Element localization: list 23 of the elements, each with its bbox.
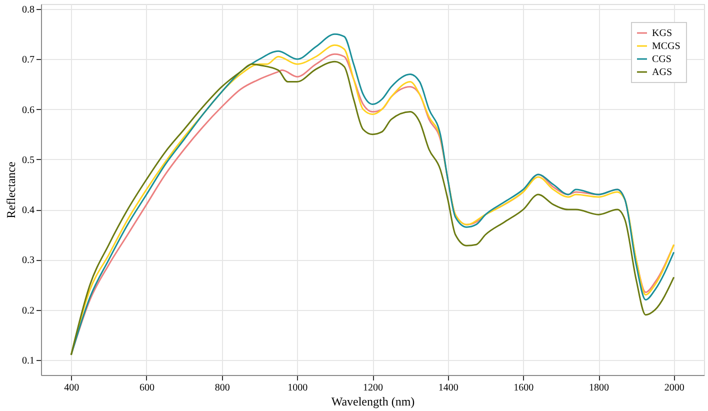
y-axis-title: Reflectance — [4, 162, 18, 218]
x-tick-label: 800 — [214, 382, 230, 394]
legend-label: KGS — [652, 28, 672, 39]
x-tick-label: 1400 — [438, 382, 458, 394]
x-tick-label: 1000 — [288, 382, 308, 394]
y-tick-label: 0.8 — [22, 4, 34, 16]
y-tick-label: 0.6 — [22, 104, 34, 116]
y-tick-label: 0.1 — [22, 355, 34, 366]
x-tick-label: 1800 — [589, 382, 610, 394]
x-tick-label: 1200 — [363, 382, 383, 394]
x-tick-label: 2000 — [664, 382, 684, 394]
x-tick-label: 400 — [64, 382, 80, 394]
x-tick-label: 1600 — [514, 382, 534, 394]
x-axis-title: Wavelength (nm) — [331, 394, 415, 408]
y-tick-label: 0.3 — [22, 255, 34, 266]
legend-label: CGS — [652, 54, 672, 65]
x-tick-label: 600 — [139, 382, 154, 394]
y-tick-label: 0.7 — [22, 54, 34, 66]
y-tick-label: 0.4 — [22, 205, 34, 216]
legend-label: AGS — [652, 67, 672, 78]
y-tick-label: 0.5 — [22, 154, 34, 166]
y-tick-label: 0.2 — [22, 305, 34, 316]
legend-label: MCGS — [652, 41, 680, 52]
